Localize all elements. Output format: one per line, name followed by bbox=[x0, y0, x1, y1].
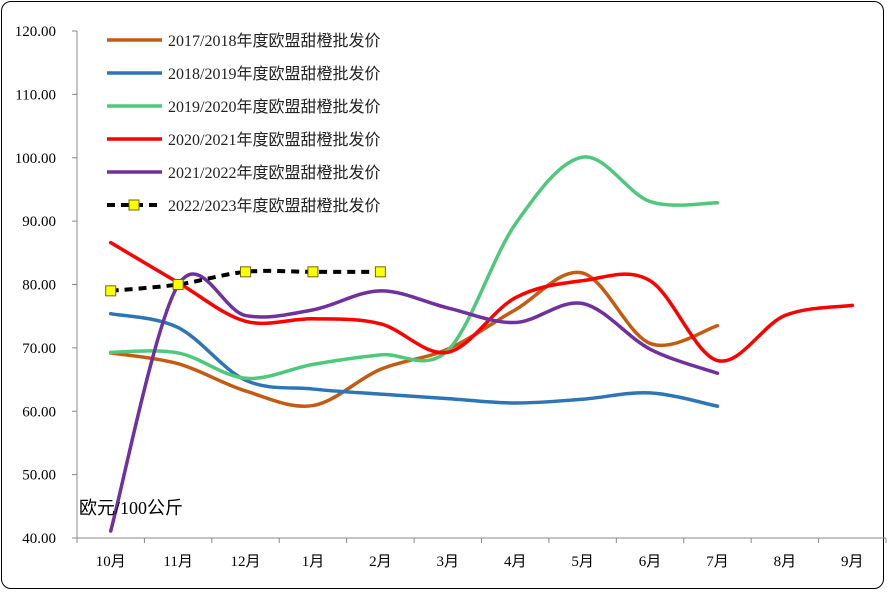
series-1 bbox=[108, 311, 720, 408]
legend-entry: 2018/2019年度欧盟甜橙批发价 bbox=[107, 65, 380, 83]
series-5 bbox=[105, 266, 386, 297]
y-tick-label: 120.00 bbox=[15, 24, 56, 40]
y-tick-label: 70.00 bbox=[22, 341, 56, 357]
y-tick-label: 100.00 bbox=[15, 151, 56, 167]
data-point-marker bbox=[172, 279, 184, 290]
x-tick-label: 2月 bbox=[369, 554, 392, 570]
legend-label: 2017/2018年度欧盟甜橙批发价 bbox=[168, 32, 380, 50]
data-point-marker bbox=[240, 266, 252, 278]
series-2 bbox=[108, 155, 720, 381]
series-line bbox=[108, 155, 720, 381]
series-line bbox=[110, 268, 381, 293]
data-point-marker bbox=[105, 285, 117, 297]
y-axis-unit-label: 欧元/100公斤 bbox=[79, 498, 183, 518]
legend-marker bbox=[128, 199, 140, 211]
data-point-marker bbox=[307, 266, 319, 278]
series-0 bbox=[108, 270, 720, 408]
series-line bbox=[108, 240, 855, 363]
series-layer bbox=[105, 155, 855, 533]
x-tick-label: 1月 bbox=[302, 554, 325, 570]
x-tick-label: 8月 bbox=[774, 554, 797, 570]
legend-label: 2018/2019年度欧盟甜橙批发价 bbox=[168, 65, 380, 83]
legend-entry: 2022/2023年度欧盟甜橙批发价 bbox=[107, 197, 380, 215]
x-tick-label: 4月 bbox=[504, 554, 527, 570]
axes: 40.00 50.00 60.00 70.00 80.00 90.00 100.00 110.… bbox=[15, 24, 887, 570]
y-tick-label: 50.00 bbox=[22, 468, 56, 484]
legend-label: 2021/2022年度欧盟甜橙批发价 bbox=[168, 164, 380, 182]
series-line bbox=[108, 311, 720, 408]
x-tick-label: 10月 bbox=[96, 554, 126, 570]
legend: 2017/2018年度欧盟甜橙批发价 2018/2019年度欧盟甜橙批发价 2019… bbox=[107, 32, 380, 215]
x-tick-label: 5月 bbox=[571, 554, 594, 570]
series-4 bbox=[108, 272, 720, 533]
legend-entry: 2019/2020年度欧盟甜橙批发价 bbox=[107, 98, 380, 116]
legend-label: 2022/2023年度欧盟甜橙批发价 bbox=[168, 197, 380, 215]
x-tick-label: 9月 bbox=[841, 554, 864, 570]
series-3 bbox=[108, 240, 855, 363]
legend-label: 2020/2021年度欧盟甜橙批发价 bbox=[168, 131, 380, 149]
x-tick-label: 7月 bbox=[706, 554, 729, 570]
data-point-marker bbox=[374, 266, 386, 278]
legend-entry: 2021/2022年度欧盟甜橙批发价 bbox=[107, 164, 380, 182]
legend-entry: 2017/2018年度欧盟甜橙批发价 bbox=[107, 32, 380, 50]
series-line bbox=[108, 272, 720, 533]
y-tick-label: 80.00 bbox=[22, 278, 56, 294]
legend-entry: 2020/2021年度欧盟甜橙批发价 bbox=[107, 131, 380, 149]
x-tick-label: 12月 bbox=[231, 554, 261, 570]
legend-label: 2019/2020年度欧盟甜橙批发价 bbox=[168, 98, 380, 116]
x-tick-label: 11月 bbox=[163, 554, 192, 570]
series-line bbox=[108, 270, 720, 408]
y-tick-label: 110.00 bbox=[15, 87, 56, 103]
x-tick-label: 6月 bbox=[639, 554, 662, 570]
y-tick-label: 40.00 bbox=[22, 531, 56, 547]
y-tick-label: 60.00 bbox=[22, 404, 56, 420]
x-tick-label: 3月 bbox=[437, 554, 460, 570]
y-tick-label: 90.00 bbox=[22, 214, 56, 230]
